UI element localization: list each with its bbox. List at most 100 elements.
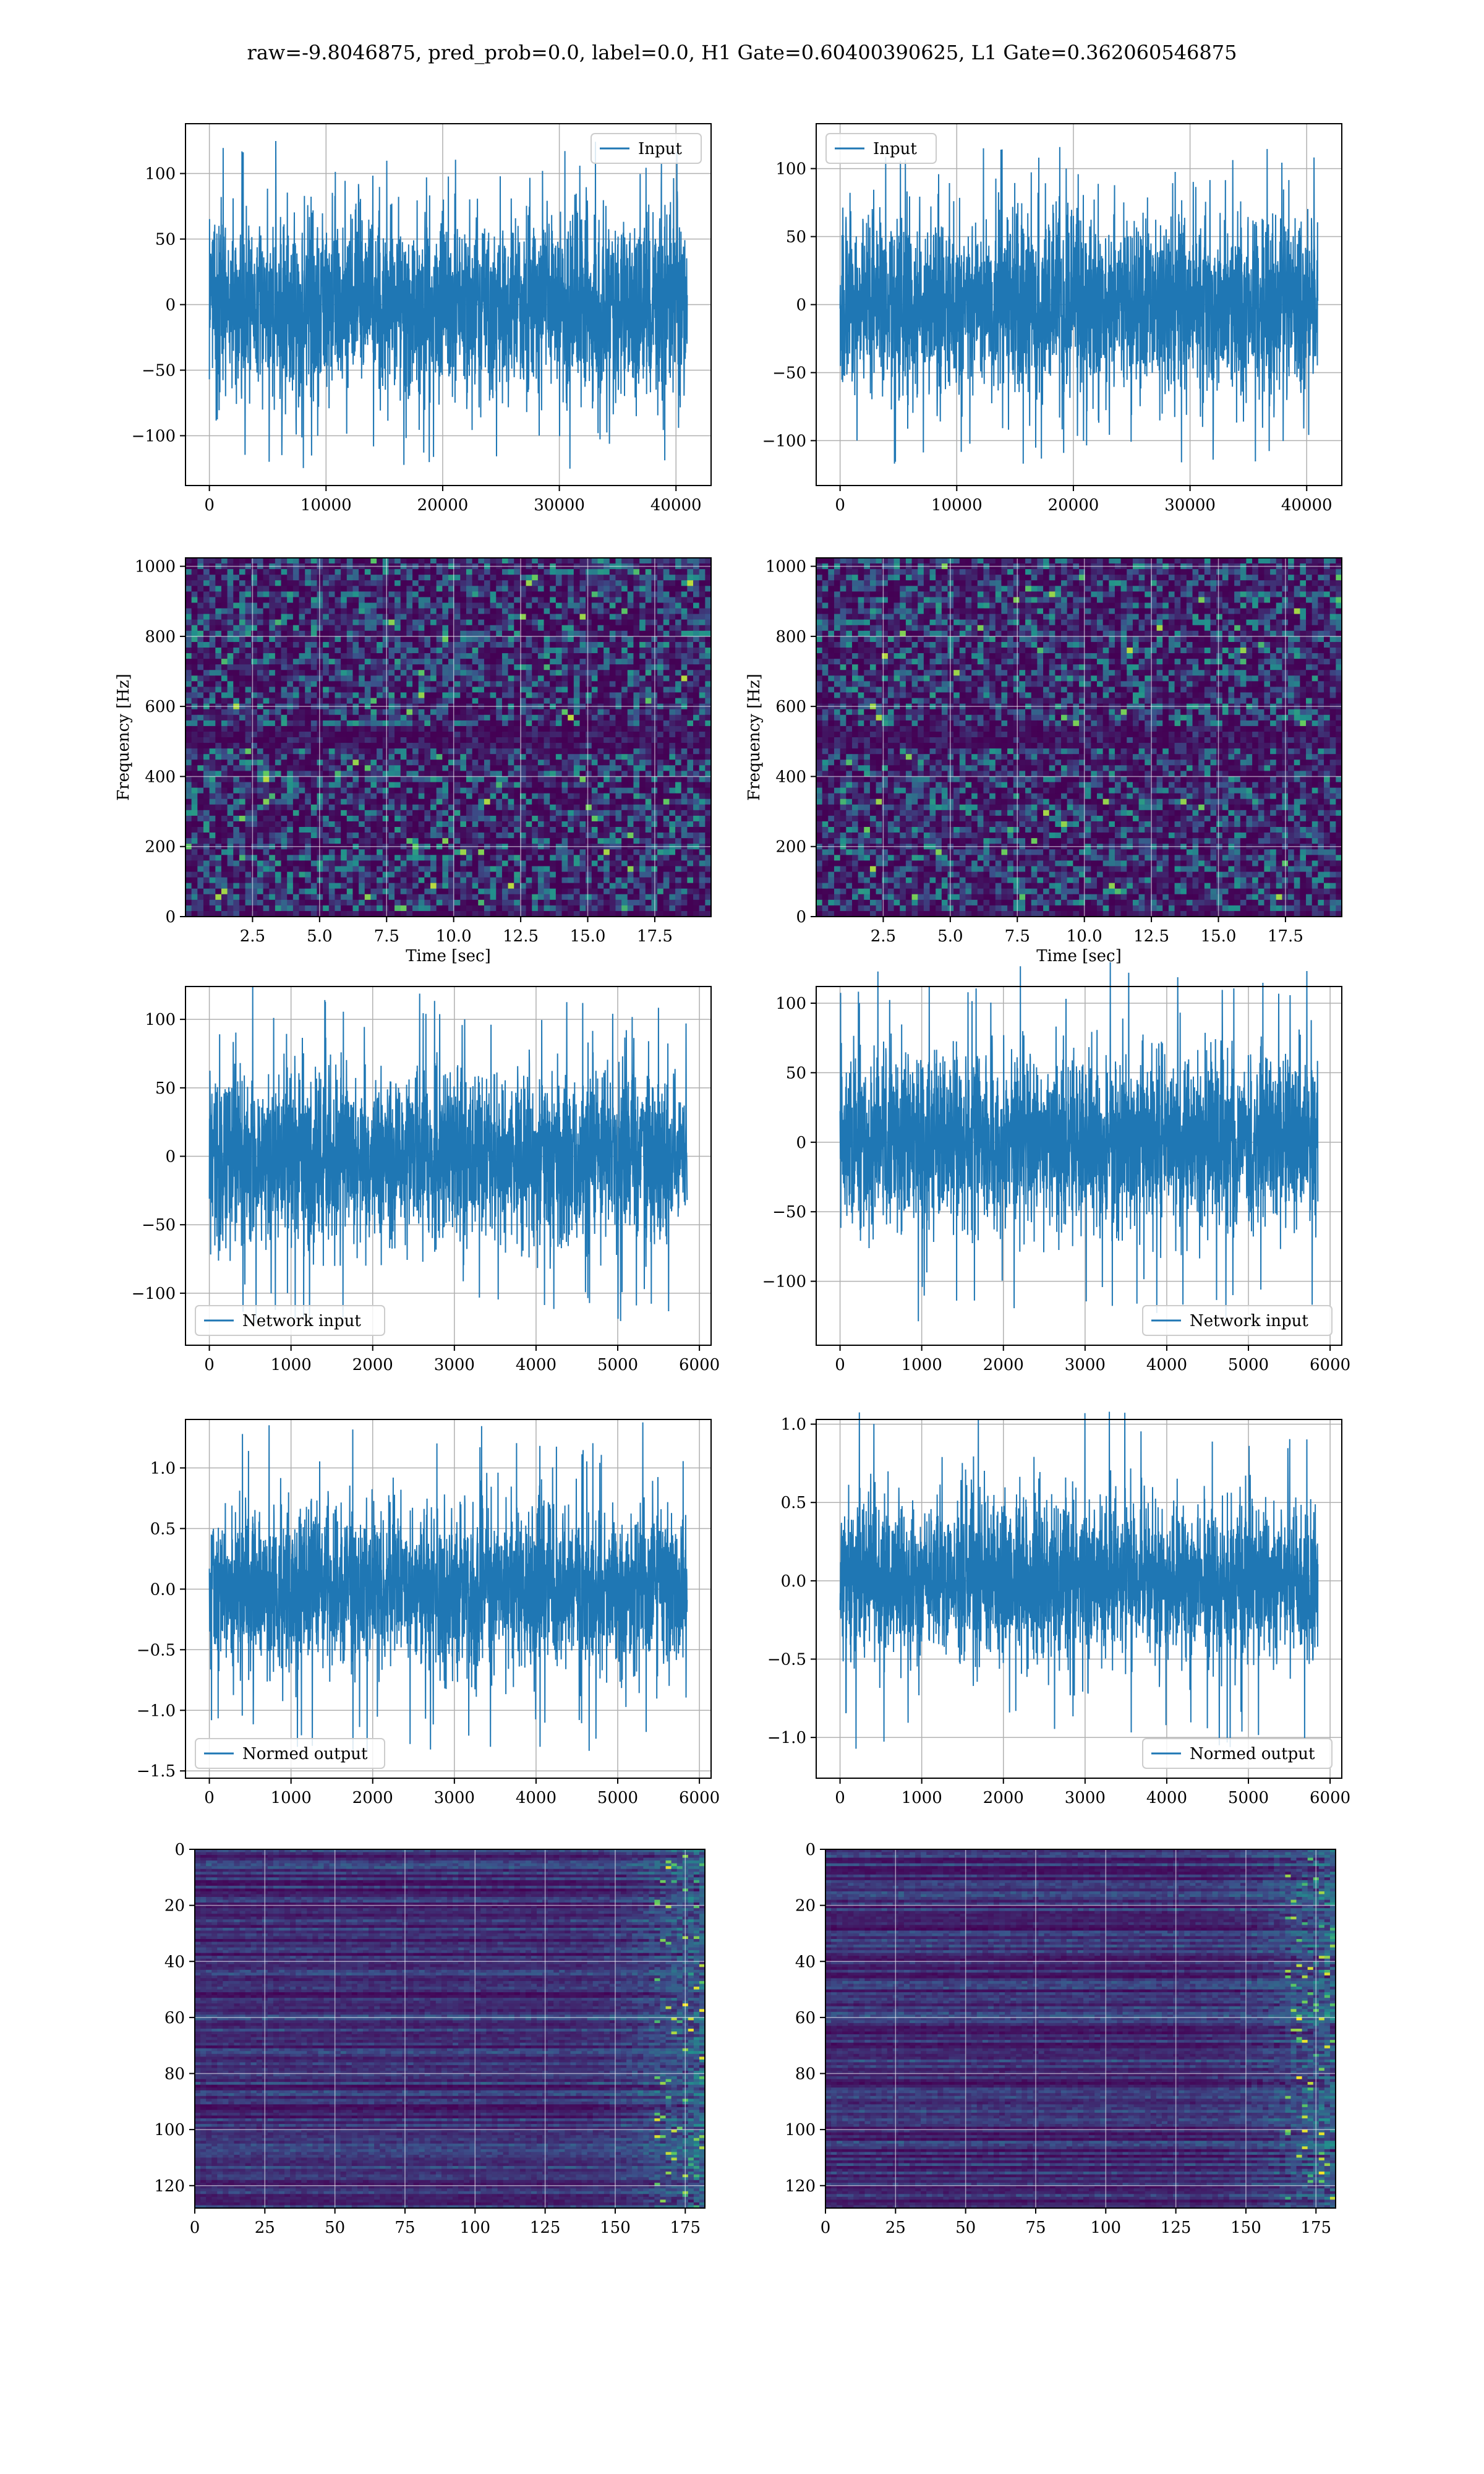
heatmap-cell (215, 748, 221, 755)
heatmap-cell (388, 636, 394, 643)
heatmap-cell (221, 620, 228, 626)
heatmap-cell (401, 833, 407, 839)
heatmap-cell (657, 833, 663, 839)
heatmap-cell (628, 591, 634, 597)
heatmap-cell (592, 653, 598, 659)
heatmap-cell (352, 760, 359, 766)
heatmap-cell (401, 670, 407, 676)
heatmap-cell (221, 805, 228, 811)
heatmap-cell (538, 754, 544, 760)
heatmap-cell (454, 675, 461, 682)
heatmap-cell (437, 721, 443, 727)
heatmap-cell (192, 614, 198, 620)
heatmap-cell (263, 799, 270, 805)
heatmap-cell (186, 631, 192, 637)
heatmap-cell (687, 675, 693, 682)
heatmap-cell (610, 754, 616, 760)
heatmap-cell (394, 664, 401, 670)
heatmap-cell (275, 810, 281, 816)
heatmap-cell (412, 558, 419, 564)
heatmap-cell (281, 698, 288, 704)
heatmap-cell (538, 648, 544, 654)
heatmap-cell (215, 575, 221, 581)
heatmap-cell (669, 794, 675, 800)
heatmap-cell (370, 636, 377, 643)
heatmap-cell (681, 726, 688, 732)
heatmap-cell (675, 794, 681, 800)
heatmap-cell (419, 670, 425, 676)
heatmap-cell (341, 687, 347, 693)
heatmap-cell (556, 698, 562, 704)
heatmap-cell (186, 636, 192, 643)
heatmap-cell (490, 580, 497, 586)
heatmap-cell (597, 569, 603, 575)
heatmap-cell (610, 805, 616, 811)
heatmap-cell (687, 603, 693, 609)
heatmap-cell (317, 597, 323, 603)
heatmap-cell (610, 597, 616, 603)
heatmap-cell (610, 642, 616, 648)
heatmap-cell (329, 586, 335, 592)
heatmap-cell (239, 805, 245, 811)
heatmap-cell (693, 631, 699, 637)
heatmap-cell (269, 816, 275, 822)
heatmap-cell (430, 675, 437, 682)
heatmap-cell (424, 653, 430, 659)
heatmap-cell (228, 726, 234, 732)
heatmap-cell (532, 799, 538, 805)
heatmap-cell (508, 597, 514, 603)
heatmap-cell (197, 760, 203, 766)
heatmap-cell (401, 816, 407, 822)
heatmap-cell (192, 782, 198, 789)
heatmap-cell (293, 737, 299, 743)
heatmap-cell (293, 670, 299, 676)
heatmap-cell (502, 558, 508, 564)
heatmap-cell (669, 558, 675, 564)
heatmap-cell (615, 748, 621, 755)
heatmap-cell (424, 743, 430, 749)
heatmap-cell (454, 737, 461, 743)
heatmap-cell (502, 591, 508, 597)
heatmap-cell (669, 799, 675, 805)
heatmap-cell (610, 614, 616, 620)
heatmap-cell (424, 810, 430, 816)
heatmap-cell (221, 603, 228, 609)
legend: Input (826, 134, 936, 163)
heatmap-cell (437, 855, 443, 861)
heatmap-cell (245, 580, 252, 586)
heatmap-cell (675, 642, 681, 648)
heatmap-cell (299, 603, 305, 609)
heatmap-cell (460, 603, 466, 609)
heatmap-cell (663, 765, 670, 771)
heatmap-cell (544, 664, 550, 670)
y-tick-label: −100 (762, 432, 806, 450)
heatmap-cell (412, 603, 419, 609)
heatmap-cell (442, 648, 448, 654)
heatmap-cell (532, 597, 538, 603)
heatmap-cell (646, 631, 652, 637)
heatmap-cell (639, 636, 646, 643)
heatmap-cell (496, 620, 502, 626)
heatmap-cell (352, 743, 359, 749)
heatmap-cell (586, 754, 592, 760)
heatmap-cell (412, 698, 419, 704)
heatmap-cell (383, 754, 389, 760)
heatmap-cell (646, 591, 652, 597)
heatmap-cell (597, 681, 603, 687)
heatmap-cell (197, 597, 203, 603)
heatmap-cell (245, 827, 252, 833)
heatmap-cell (639, 754, 646, 760)
heatmap-cell (305, 788, 311, 794)
heatmap-cell (341, 771, 347, 777)
heatmap-cell (365, 693, 371, 699)
heatmap-cell (508, 788, 514, 794)
heatmap-cell (532, 670, 538, 676)
heatmap-cell (514, 631, 520, 637)
heatmap-cell (454, 816, 461, 822)
heatmap-cell (460, 838, 466, 844)
x-tick-label: 0 (204, 496, 215, 515)
heatmap-cell (621, 648, 628, 654)
heatmap-cell (263, 597, 270, 603)
heatmap-cell (663, 816, 670, 822)
heatmap-cell (239, 788, 245, 794)
